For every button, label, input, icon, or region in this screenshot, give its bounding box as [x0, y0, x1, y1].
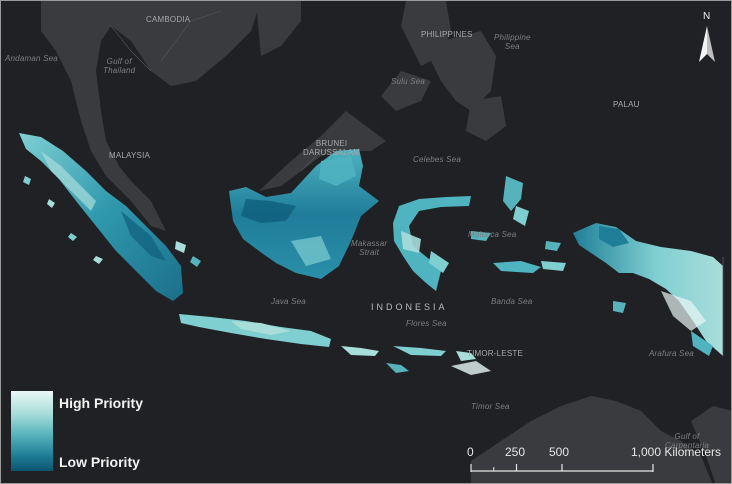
label-banda-sea: Banda Sea	[491, 297, 533, 306]
label-gulf-of-carpentaria: Gulf of Carpentaria	[665, 432, 710, 450]
scale-tick-250: 250	[505, 445, 526, 459]
label-timor-sea: Timor Sea	[471, 402, 510, 411]
scale-bar-line	[470, 464, 654, 472]
legend-color-ramp	[11, 391, 53, 471]
label-philippine-sea: Philippine Sea	[494, 33, 531, 51]
label-molucca-sea: Molucca Sea	[468, 230, 517, 239]
label-makassar-strait: Makassar Strait	[351, 239, 388, 257]
scale-tick-1000: 1,000 Kilometers	[631, 445, 722, 459]
label-malaysia: MALAYSIA	[109, 151, 151, 160]
label-timor-leste: TIMOR-LESTE	[467, 349, 523, 358]
north-arrow: N	[695, 11, 719, 62]
label-indonesia: INDONESIA	[371, 302, 448, 312]
label-flores-sea: Flores Sea	[406, 319, 447, 328]
scale-tick-500: 500	[549, 445, 570, 459]
legend-high-label: High Priority	[59, 395, 144, 411]
scale-bar: 0 250 500 1,000 Kilometers	[467, 445, 727, 475]
legend: High Priority Low Priority	[11, 391, 181, 471]
north-label: N	[703, 11, 711, 22]
north-arrow-icon	[699, 26, 715, 62]
label-java-sea: Java Sea	[271, 297, 306, 306]
priority-surface	[19, 133, 723, 375]
label-arafura-sea: Arafura Sea	[649, 349, 694, 358]
legend-low-label: Low Priority	[59, 454, 140, 470]
scale-tick-0: 0	[467, 445, 474, 459]
basemap-borders	[110, 10, 347, 172]
label-philippines: PHILIPPINES	[421, 30, 473, 39]
label-brunei: BRUNEI DARUSSALAM	[303, 139, 361, 157]
label-gulf-of-thailand: Gulf of Thailand	[103, 57, 136, 75]
label-palau: PALAU	[613, 100, 640, 109]
label-cambodia: CAMBODIA	[146, 15, 191, 24]
label-andaman-sea: Andaman Sea	[5, 54, 58, 63]
label-sulu-sea: Sulu Sea	[391, 77, 426, 86]
label-celebes-sea: Celebes Sea	[413, 155, 462, 164]
